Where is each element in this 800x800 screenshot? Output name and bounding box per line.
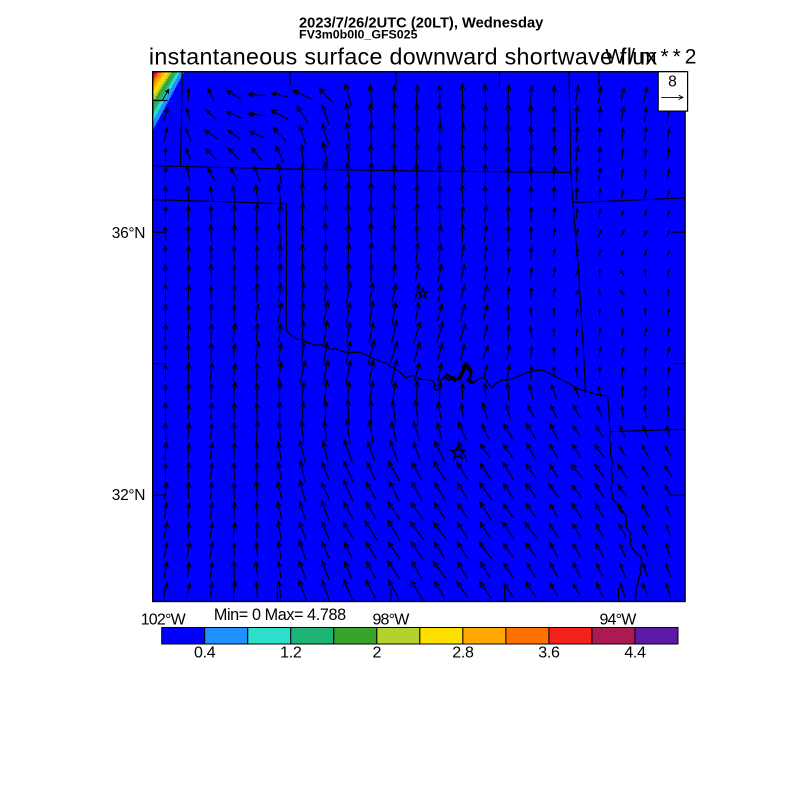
svg-text:102°W: 102°W [141, 612, 187, 629]
svg-text:32°N: 32°N [112, 487, 145, 504]
svg-text:4.4: 4.4 [624, 644, 646, 661]
svg-text:8: 8 [668, 74, 677, 91]
svg-text:3.6: 3.6 [538, 644, 560, 661]
svg-text:2.8: 2.8 [452, 644, 474, 661]
svg-text:Min= 0 Max= 4.788: Min= 0 Max= 4.788 [214, 606, 346, 624]
svg-text:0.4: 0.4 [194, 644, 216, 661]
svg-text:2023/7/26/2UTC (20LT), Wednesd: 2023/7/26/2UTC (20LT), Wednesday [299, 16, 544, 32]
svg-text:36°N: 36°N [112, 225, 145, 242]
svg-text:98°W: 98°W [372, 612, 410, 629]
svg-text:94°W: 94°W [599, 612, 637, 629]
svg-text:W/m**2: W/m**2 [605, 45, 700, 68]
svg-text:FV3m0b0I0_GFS025: FV3m0b0I0_GFS025 [299, 28, 418, 42]
svg-text:2: 2 [372, 644, 381, 661]
svg-text:1.2: 1.2 [280, 644, 302, 661]
svg-text:instantaneous surface downward: instantaneous surface downward shortwave… [149, 43, 658, 69]
